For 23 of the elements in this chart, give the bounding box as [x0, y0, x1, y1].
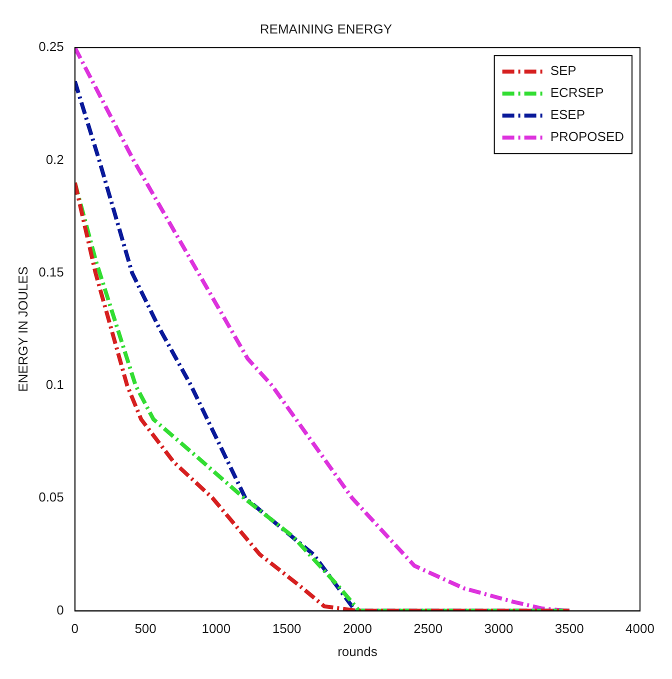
chart-title: REMAINING ENERGY — [260, 21, 392, 36]
x-tick-label: 2000 — [342, 621, 372, 636]
x-tick-label: 2500 — [414, 621, 443, 636]
legend-label: SEP — [550, 63, 576, 78]
legend-label: ESEP — [550, 107, 586, 122]
y-tick-label: 0.25 — [38, 39, 64, 54]
legend-label: ECRSEP — [550, 85, 604, 100]
y-tick-label: 0.15 — [38, 264, 64, 280]
legend-label: PROPOSED — [550, 129, 624, 144]
y-tick-label: 0 — [56, 602, 64, 618]
x-tick-label: 1500 — [272, 621, 302, 636]
x-tick-label: 4000 — [626, 621, 654, 636]
x-axis-title: rounds — [338, 644, 378, 659]
x-tick-label: 3000 — [484, 621, 514, 636]
y-tick-label: 0.2 — [46, 152, 64, 167]
x-tick-label: 1000 — [202, 621, 231, 636]
y-tick-label: 0.1 — [46, 377, 64, 392]
x-tick-label: 3500 — [554, 621, 584, 636]
line-series — [74, 180, 572, 611]
y-axis-title: ENERGY IN JOULES — [15, 266, 30, 392]
y-tick-label: 0.05 — [38, 490, 64, 505]
x-tick-label: 0 — [71, 621, 79, 636]
x-tick-label: 500 — [134, 621, 156, 636]
